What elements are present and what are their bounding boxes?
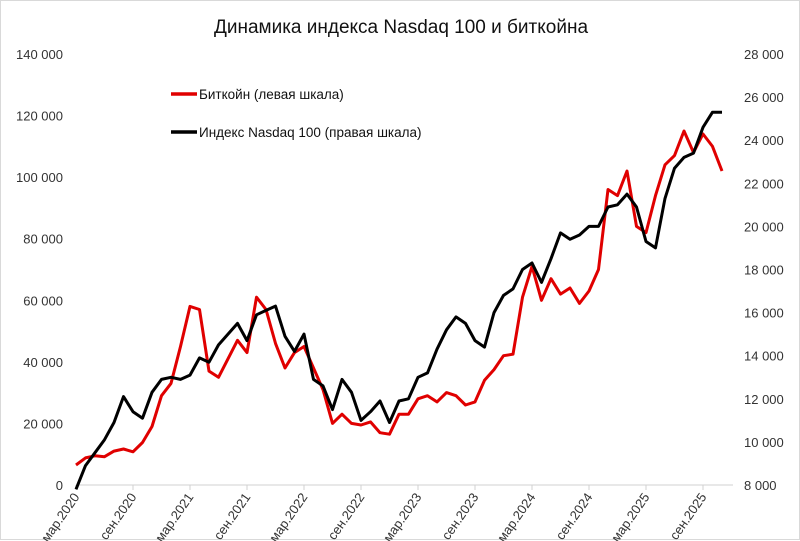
left-tick-label: 80 000 <box>23 232 63 247</box>
legend-label-nasdaq: Индекс Nasdaq 100 (правая шкала) <box>199 125 422 140</box>
left-tick-label: 20 000 <box>23 416 63 431</box>
left-tick-label: 60 000 <box>23 293 63 308</box>
legend-label-bitcoin: Биткойн (левая шкала) <box>199 87 344 102</box>
right-tick-label: 20 000 <box>744 219 784 234</box>
x-tick-label: мар.2021 <box>152 490 196 541</box>
x-tick-label: сен.2023 <box>439 490 482 541</box>
x-tick-label: мар.2024 <box>494 490 538 541</box>
legend: Биткойн (левая шкала) Индекс Nasdaq 100 … <box>171 87 422 140</box>
right-tick-label: 22 000 <box>744 176 784 191</box>
x-tick-label: сен.2022 <box>325 490 368 541</box>
left-tick-label: 100 000 <box>16 170 63 185</box>
right-tick-label: 24 000 <box>744 133 784 148</box>
chart-title: Динамика индекса Nasdaq 100 и биткойна <box>214 17 588 38</box>
x-tick-label: мар.2025 <box>608 490 652 541</box>
left-tick-label: 120 000 <box>16 109 63 124</box>
right-tick-label: 16 000 <box>744 306 784 321</box>
x-tick-label: мар.2022 <box>266 490 310 541</box>
bitcoin-line <box>76 131 722 465</box>
x-tick-label: мар.2020 <box>38 490 82 541</box>
x-tick-label: мар.2023 <box>380 490 424 541</box>
right-tick-label: 18 000 <box>744 263 784 278</box>
nasdaq-line <box>76 112 722 489</box>
right-tick-label: 12 000 <box>744 392 784 407</box>
right-tick-label: 8 000 <box>744 478 777 493</box>
x-tick-label: сен.2020 <box>97 490 140 541</box>
x-tick-label: сен.2021 <box>211 490 254 541</box>
right-tick-label: 28 000 <box>744 47 784 62</box>
right-tick-label: 10 000 <box>744 435 784 450</box>
left-tick-label: 40 000 <box>23 355 63 370</box>
right-tick-label: 14 000 <box>744 349 784 364</box>
left-tick-label: 0 <box>56 478 63 493</box>
x-tick-label: сен.2024 <box>553 490 596 541</box>
left-tick-label: 140 000 <box>16 47 63 62</box>
x-tick-label: сен.2025 <box>667 490 710 541</box>
right-tick-label: 26 000 <box>744 90 784 105</box>
